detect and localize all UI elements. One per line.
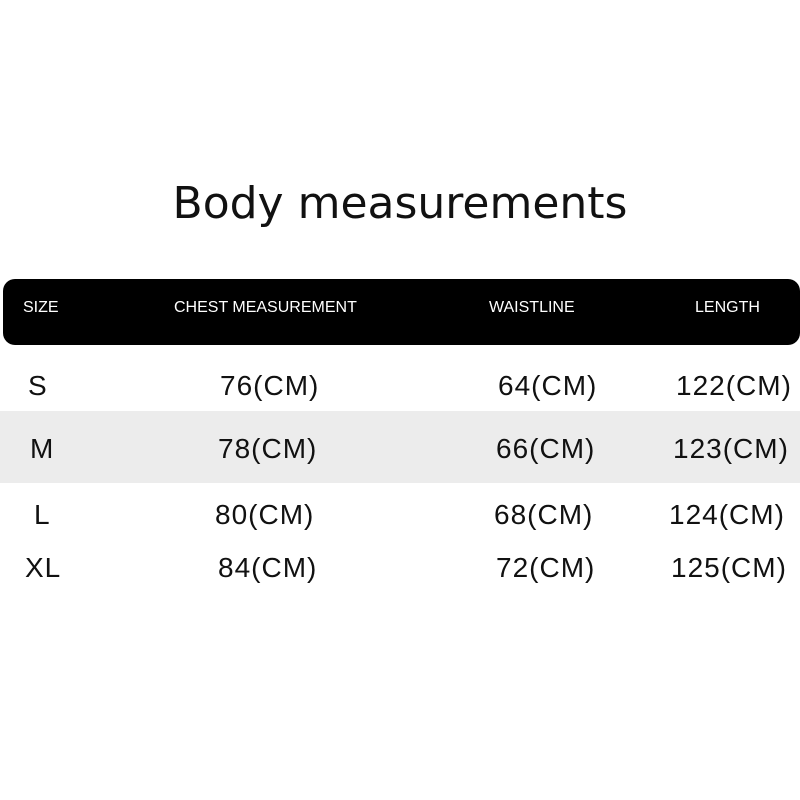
page-title: Body measurements <box>172 178 628 229</box>
cell-chest: 78(CM) <box>218 433 318 464</box>
cell-size: L <box>34 499 51 530</box>
header-size: SIZE <box>23 299 59 316</box>
cell-size: M <box>30 433 55 464</box>
table-row: M 78(CM) 66(CM) 123(CM) <box>0 411 800 483</box>
cell-length: 125(CM) <box>671 552 787 583</box>
cell-length: 124(CM) <box>669 499 785 530</box>
header-waistline: WAISTLINE <box>489 299 575 316</box>
header-length: LENGTH <box>695 299 760 316</box>
cell-chest: 84(CM) <box>218 552 318 583</box>
cell-length: 122(CM) <box>676 370 792 401</box>
table-row: S 76(CM) 64(CM) 122(CM) <box>0 370 800 404</box>
cell-chest: 76(CM) <box>220 370 320 401</box>
cell-waist: 66(CM) <box>496 433 596 464</box>
header-chest: CHEST MEASUREMENT <box>174 299 357 316</box>
table-row: L 80(CM) 68(CM) 124(CM) <box>0 499 800 533</box>
cell-waist: 64(CM) <box>498 370 598 401</box>
cell-waist: 72(CM) <box>496 552 596 583</box>
table-row: XL 84(CM) 72(CM) 125(CM) <box>0 552 800 586</box>
table-header: SIZE CHEST MEASUREMENT WAISTLINE LENGTH <box>3 279 800 345</box>
cell-length: 123(CM) <box>673 433 789 464</box>
cell-waist: 68(CM) <box>494 499 594 530</box>
cell-size: XL <box>25 552 62 583</box>
cell-size: S <box>28 370 48 401</box>
cell-chest: 80(CM) <box>215 499 315 530</box>
